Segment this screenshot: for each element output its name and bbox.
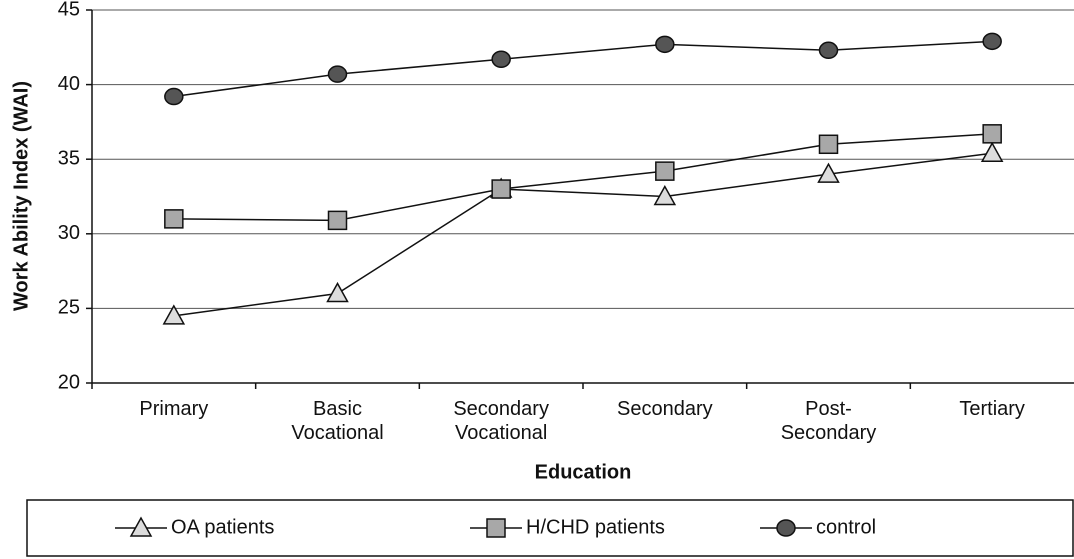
data-point bbox=[982, 32, 1002, 51]
data-point bbox=[818, 134, 839, 155]
x-tick-label: Secondary Vocational bbox=[453, 398, 549, 444]
y-tick-label: 45 bbox=[58, 0, 80, 20]
y-tick-label: 35 bbox=[58, 147, 80, 169]
y-tick-label: 40 bbox=[58, 73, 80, 95]
legend-label: OA patients bbox=[171, 516, 274, 538]
y-axis-title: Work Ability Index (WAI) bbox=[10, 81, 32, 311]
x-tick-label: Primary bbox=[139, 398, 209, 420]
data-point bbox=[491, 179, 511, 199]
legend-marker bbox=[776, 519, 796, 537]
x-tick-label: Post- Secondary bbox=[780, 398, 877, 444]
x-tick-label: Basic Vocational bbox=[291, 398, 384, 444]
series-line bbox=[173, 152, 993, 317]
x-axis-title: Education bbox=[535, 461, 632, 483]
y-tick-label: 25 bbox=[58, 297, 80, 319]
y-tick-label: 20 bbox=[58, 371, 80, 393]
data-point bbox=[817, 162, 840, 183]
series-line bbox=[173, 40, 993, 98]
data-point bbox=[655, 161, 675, 181]
data-point bbox=[491, 50, 511, 68]
x-tick-label: Tertiary bbox=[959, 398, 1025, 420]
series-line bbox=[173, 133, 993, 222]
legend-marker bbox=[129, 516, 153, 537]
data-point bbox=[982, 124, 1002, 144]
data-point bbox=[655, 35, 675, 54]
data-point bbox=[327, 210, 348, 231]
legend-label: H/CHD patients bbox=[526, 516, 665, 538]
legend-label: control bbox=[816, 516, 876, 538]
data-point bbox=[326, 281, 349, 303]
y-tick-label: 30 bbox=[58, 222, 80, 244]
data-point bbox=[164, 87, 184, 106]
data-point bbox=[980, 141, 1004, 162]
data-point bbox=[164, 209, 184, 229]
data-point bbox=[162, 304, 186, 325]
data-point bbox=[653, 184, 677, 206]
data-point bbox=[818, 41, 839, 60]
data-point bbox=[327, 65, 348, 83]
legend-box bbox=[26, 499, 1074, 557]
legend-marker bbox=[486, 518, 506, 538]
x-tick-label: Secondary bbox=[617, 398, 713, 420]
